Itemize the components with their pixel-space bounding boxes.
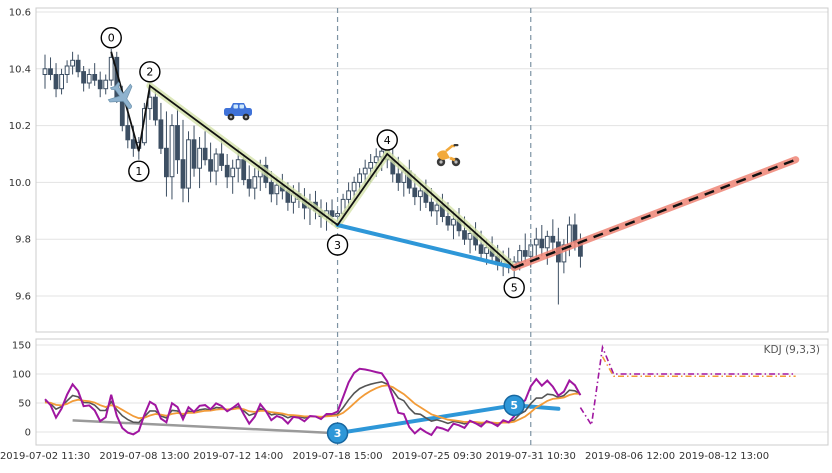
kdj-wave-circle [326,422,349,444]
forecast-glow [510,156,800,272]
wave-point-circle [376,129,398,151]
wave-point-label: 0 [108,32,115,45]
wave-point-circle [503,276,525,299]
elliott-wave-line [110,51,515,269]
y-axis-tick-price: 9.6 [15,292,31,303]
wave-point-label: 3 [334,239,341,252]
x-axis-tick: 2019-07-12 14:00 [193,451,283,462]
kdj-gray-wave-line [72,419,338,435]
y-axis-tick-price: 10.0 [9,178,31,189]
indicator-label: KDJ (9,3,3) [763,344,820,356]
wave-point-label: 1 [135,165,142,178]
x-axis-tick: 2019-07-02 11:30 [0,451,90,462]
kdj-d-forecast [601,356,796,378]
y-axis-tick-kdj: 50 [18,399,31,410]
price-panel-border [35,7,829,333]
kdj-j-forecast [579,344,796,428]
kdj-j-line [44,367,582,437]
support-trend-line [335,223,517,270]
y-axis-tick-kdj: 0 [25,428,31,439]
x-axis-tick: 2019-08-12 13:00 [679,451,769,462]
kdj-wave-circle [503,394,525,417]
wave-point-circle [326,234,349,256]
kdj-wave-label: 3 [334,427,342,440]
y-axis-tick-price: 10.6 [9,8,31,19]
wave-point-circle [128,160,150,182]
y-axis-tick-price: 10.2 [9,121,31,132]
kdj-panel-border [35,338,829,446]
x-axis-tick: 2019-07-18 15:00 [293,451,383,462]
wave-point-label: 5 [511,281,518,294]
x-axis-tick: 2019-07-31 10:30 [486,451,576,462]
y-axis-tick-kdj: 100 [12,370,31,381]
wave-point-circle [100,27,122,49]
x-axis-tick: 2019-07-25 09:30 [392,451,482,462]
wave-point-label: 4 [384,134,391,147]
kdj-wave-label: 5 [510,399,518,412]
y-axis-tick-kdj: 150 [12,341,31,352]
wave-point-label: 2 [146,66,153,79]
y-axis-tick-price: 9.8 [15,235,31,246]
x-axis-tick: 2019-07-08 13:00 [99,451,189,462]
x-axis-tick: 2019-08-06 12:00 [585,451,675,462]
wave-point-circle [139,61,161,83]
kdj-lines [44,344,796,437]
y-axis-tick-price: 10.4 [9,64,31,75]
